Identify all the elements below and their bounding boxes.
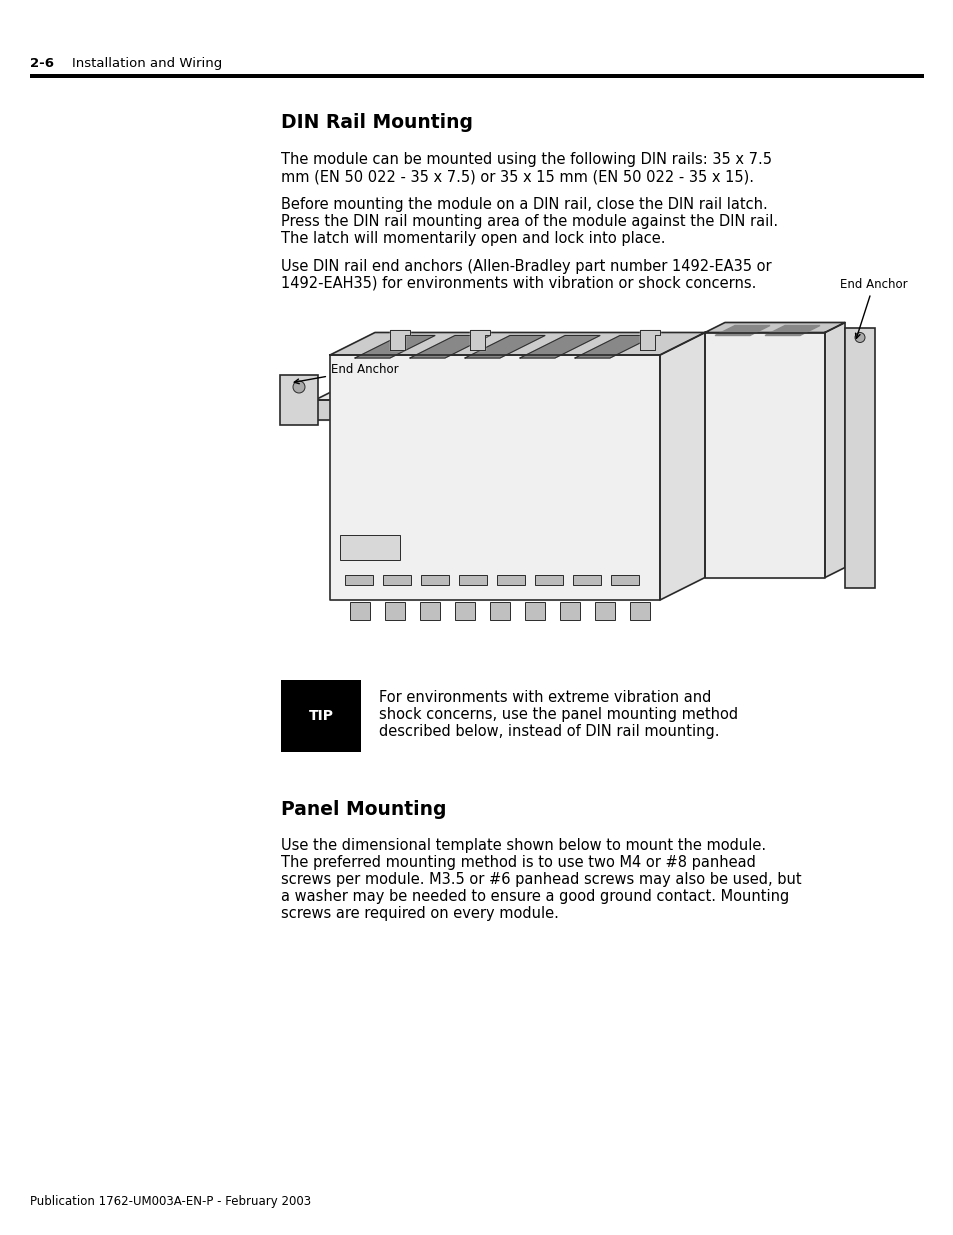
Bar xyxy=(573,576,600,585)
Bar xyxy=(280,375,317,425)
Polygon shape xyxy=(824,322,844,578)
Bar xyxy=(490,601,510,620)
Polygon shape xyxy=(330,354,659,600)
Text: Use the dimensional template shown below to mount the module.: Use the dimensional template shown below… xyxy=(281,839,765,853)
Text: 1492-EAH35) for environments with vibration or shock concerns.: 1492-EAH35) for environments with vibrat… xyxy=(281,275,756,291)
Bar xyxy=(629,601,649,620)
Bar xyxy=(385,601,405,620)
Bar xyxy=(30,74,923,78)
Bar xyxy=(455,601,475,620)
Bar xyxy=(559,601,579,620)
Text: End Anchor: End Anchor xyxy=(294,363,398,384)
Text: Before mounting the module on a DIN rail, close the DIN rail latch.: Before mounting the module on a DIN rail… xyxy=(281,198,767,212)
Polygon shape xyxy=(519,336,599,358)
Polygon shape xyxy=(410,336,490,358)
Polygon shape xyxy=(314,380,800,400)
Bar xyxy=(497,576,524,585)
Bar xyxy=(844,327,874,588)
Text: Panel Mounting: Panel Mounting xyxy=(281,800,446,819)
Bar xyxy=(281,680,360,752)
Text: TIP: TIP xyxy=(308,709,334,722)
Polygon shape xyxy=(639,330,659,350)
Polygon shape xyxy=(575,336,655,358)
Text: described below, instead of DIN rail mounting.: described below, instead of DIN rail mou… xyxy=(378,724,719,739)
Circle shape xyxy=(293,382,305,393)
Polygon shape xyxy=(390,330,410,350)
Text: DIN Rail Mounting: DIN Rail Mounting xyxy=(281,112,473,132)
Bar xyxy=(350,601,370,620)
Text: Installation and Wiring: Installation and Wiring xyxy=(71,57,222,70)
Text: The latch will momentarily open and lock into place.: The latch will momentarily open and lock… xyxy=(281,231,665,246)
Text: Press the DIN rail mounting area of the module against the DIN rail.: Press the DIN rail mounting area of the … xyxy=(281,214,778,228)
Bar xyxy=(458,576,486,585)
Text: End Anchor: End Anchor xyxy=(840,278,906,338)
Text: shock concerns, use the panel mounting method: shock concerns, use the panel mounting m… xyxy=(378,706,738,722)
Text: screws are required on every module.: screws are required on every module. xyxy=(281,906,558,921)
Polygon shape xyxy=(330,332,704,354)
Bar xyxy=(595,601,615,620)
Polygon shape xyxy=(764,326,820,336)
Text: Publication 1762-UM003A-EN-P - February 2003: Publication 1762-UM003A-EN-P - February … xyxy=(30,1195,311,1208)
Polygon shape xyxy=(704,322,844,332)
Bar xyxy=(382,576,411,585)
Polygon shape xyxy=(355,336,435,358)
Bar xyxy=(339,535,399,559)
Polygon shape xyxy=(464,336,544,358)
Text: a washer may be needed to ensure a good ground contact. Mounting: a washer may be needed to ensure a good … xyxy=(281,889,788,904)
Text: mm (EN 50 022 - 35 x 7.5) or 35 x 15 mm (EN 50 022 - 35 x 15).: mm (EN 50 022 - 35 x 7.5) or 35 x 15 mm … xyxy=(281,169,753,184)
Polygon shape xyxy=(704,332,824,578)
Bar xyxy=(524,601,544,620)
Text: Use DIN rail end anchors (Allen-Bradley part number 1492-EA35 or: Use DIN rail end anchors (Allen-Bradley … xyxy=(281,259,771,274)
Bar xyxy=(345,576,373,585)
Text: For environments with extreme vibration and: For environments with extreme vibration … xyxy=(378,690,711,705)
Text: screws per module. M3.5 or #6 panhead screws may also be used, but: screws per module. M3.5 or #6 panhead sc… xyxy=(281,872,801,887)
Polygon shape xyxy=(470,330,490,350)
Text: The module can be mounted using the following DIN rails: 35 x 7.5: The module can be mounted using the foll… xyxy=(281,152,771,167)
Polygon shape xyxy=(314,400,760,420)
Bar xyxy=(535,576,562,585)
Bar xyxy=(610,576,639,585)
Polygon shape xyxy=(714,326,769,336)
Circle shape xyxy=(854,332,864,342)
Bar xyxy=(419,601,439,620)
Text: 2-6: 2-6 xyxy=(30,57,54,70)
Bar xyxy=(420,576,449,585)
Polygon shape xyxy=(659,332,704,600)
Text: The preferred mounting method is to use two M4 or #8 panhead: The preferred mounting method is to use … xyxy=(281,855,755,869)
